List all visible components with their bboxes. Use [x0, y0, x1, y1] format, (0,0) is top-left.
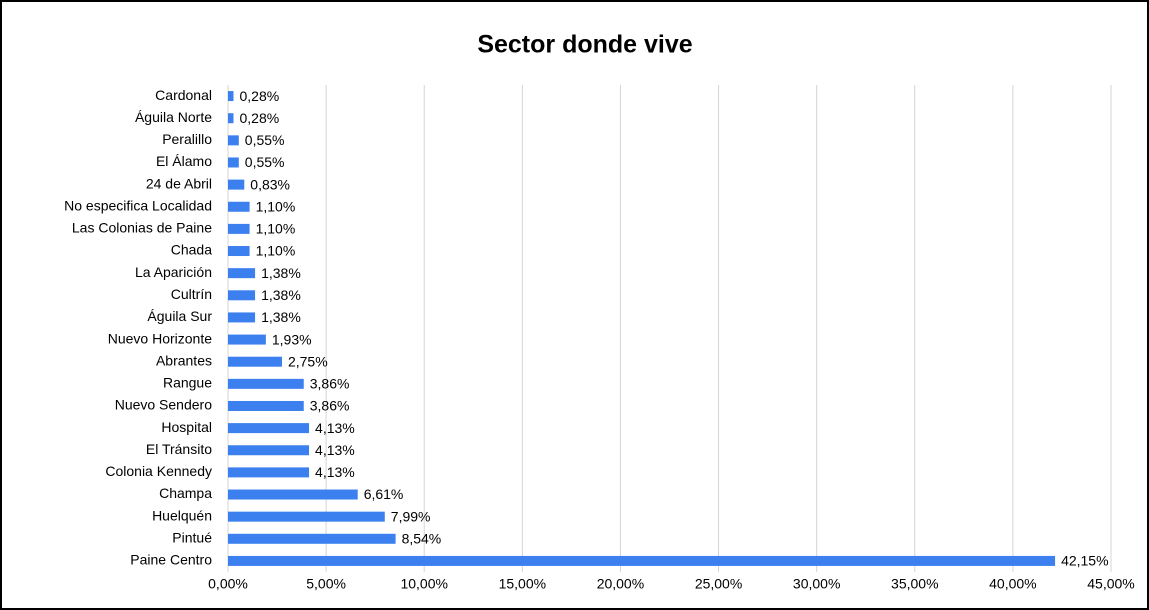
bar [228, 223, 250, 234]
bar [228, 268, 256, 279]
y-tick-label: La Aparición [135, 264, 212, 280]
value-label: 0,28% [239, 88, 279, 104]
y-tick-label: Cultrín [171, 286, 212, 302]
bar [228, 201, 250, 212]
x-tick-label: 10,00% [400, 576, 447, 592]
y-tick-label: Colonia Kennedy [105, 463, 212, 479]
y-tick-label: Champa [159, 485, 212, 501]
y-tick-label: Rangue [163, 375, 212, 391]
bar [228, 290, 256, 301]
bar [228, 555, 1056, 566]
value-label: 3,86% [310, 398, 350, 414]
value-label: 1,10% [256, 198, 296, 214]
chart-title: Sector donde vive [477, 31, 692, 59]
bar [228, 91, 234, 102]
bar [228, 378, 304, 389]
value-label: 1,38% [261, 287, 301, 303]
y-tick-label: Nuevo Sendero [115, 397, 213, 413]
value-label: 2,75% [288, 353, 328, 369]
y-tick-label: Peralillo [162, 131, 212, 147]
y-tick-label: El Álamo [156, 153, 212, 169]
value-label: 0,55% [245, 132, 285, 148]
y-tick-label: Águila Norte [135, 109, 212, 125]
bar [228, 246, 250, 257]
x-tick-label: 0,00% [208, 576, 248, 592]
x-tick-label: 40,00% [989, 576, 1036, 592]
value-label: 1,10% [256, 221, 296, 237]
value-label: 0,28% [239, 110, 279, 126]
value-label: 8,54% [402, 530, 442, 546]
y-tick-label: Pintué [172, 529, 212, 545]
value-label: 7,99% [391, 508, 431, 524]
value-label: 4,13% [315, 442, 355, 458]
y-tick-label: No especifica Localidad [64, 197, 212, 213]
value-label: 1,38% [261, 265, 301, 281]
y-tick-label: Las Colonias de Paine [72, 220, 212, 236]
y-tick-label: Huelquén [152, 507, 212, 523]
bar [228, 356, 282, 367]
y-tick-label: Águila Sur [147, 308, 212, 324]
value-label: 0,83% [250, 176, 290, 192]
bar [228, 489, 358, 500]
x-tick-label: 45,00% [1087, 576, 1134, 592]
value-label: 4,13% [315, 464, 355, 480]
y-tick-label: El Tránsito [146, 441, 212, 457]
value-label: 3,86% [310, 376, 350, 392]
bar [228, 511, 385, 522]
bar [228, 135, 239, 146]
y-tick-label: Chada [171, 242, 212, 258]
y-tick-label: Abrantes [156, 352, 212, 368]
x-tick-label: 25,00% [695, 576, 742, 592]
bar [228, 179, 245, 190]
x-tick-label: 30,00% [793, 576, 840, 592]
value-label: 4,13% [315, 420, 355, 436]
value-label: 0,55% [245, 154, 285, 170]
x-tick-label: 20,00% [597, 576, 644, 592]
bar [228, 312, 256, 323]
y-tick-label: Nuevo Horizonte [108, 330, 212, 346]
bar [228, 467, 310, 478]
bar [228, 157, 239, 168]
x-tick-label: 35,00% [891, 576, 938, 592]
y-tick-label: Cardonal [155, 87, 212, 103]
y-tick-label: 24 de Abril [146, 175, 212, 191]
bar [228, 445, 310, 456]
value-label: 1,38% [261, 309, 301, 325]
y-tick-label: Paine Centro [130, 552, 212, 568]
value-label: 1,93% [272, 331, 312, 347]
bar [228, 334, 266, 345]
bar [228, 113, 234, 124]
value-label: 6,61% [364, 486, 404, 502]
bar [228, 533, 396, 544]
x-tick-label: 5,00% [306, 576, 346, 592]
y-tick-label: Hospital [161, 419, 212, 435]
value-label: 1,10% [256, 243, 296, 259]
x-tick-label: 15,00% [499, 576, 546, 592]
bar [228, 423, 310, 434]
bar [228, 400, 304, 411]
value-label: 42,15% [1061, 553, 1108, 569]
